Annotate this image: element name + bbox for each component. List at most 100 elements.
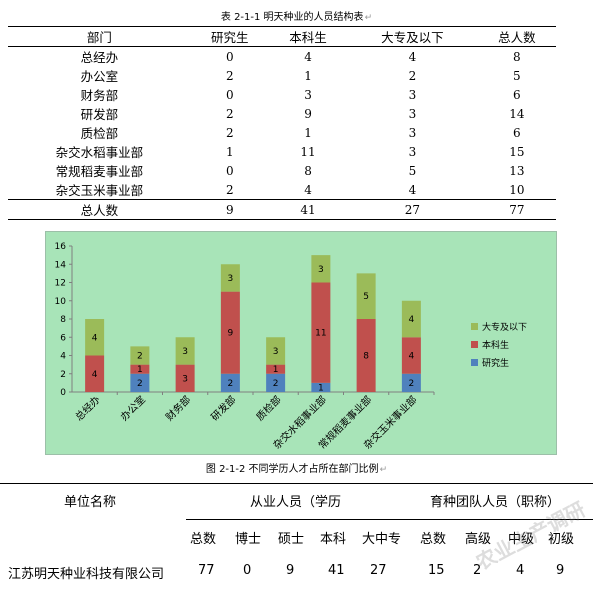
- y-tick-label: 16: [55, 242, 67, 252]
- table-cell: 4: [408, 49, 417, 64]
- table-row: 财务部 0 3 3 6: [8, 85, 556, 104]
- bar-segment: [401, 337, 421, 374]
- table-cell: 5: [408, 163, 417, 178]
- table-total-row: 总人数 9 41 27 77: [8, 199, 556, 220]
- y-tick-label: 12: [55, 279, 66, 289]
- value-cell: 2: [473, 563, 482, 578]
- table-cell: 8: [304, 163, 312, 178]
- table-cell: 4: [304, 182, 312, 197]
- data-label: 3: [273, 347, 279, 357]
- table-cell: 5: [513, 68, 521, 83]
- header-cell: 部门: [8, 26, 191, 47]
- dept-name: 杂交水稻事业部: [55, 145, 144, 160]
- data-label: 2: [273, 379, 279, 389]
- data-label: 4: [409, 315, 415, 325]
- table-cell: 3: [408, 106, 417, 121]
- unit-name-header: 单位名称: [64, 495, 117, 510]
- header-cell: 总人数: [477, 26, 556, 47]
- bar-segment: [401, 373, 421, 392]
- bar-segment: [266, 337, 286, 365]
- bar-segment: [130, 364, 150, 374]
- y-tick-label: 8: [60, 315, 66, 325]
- table-cell: 3: [304, 87, 312, 102]
- data-label: 4: [92, 370, 98, 380]
- bar-segment: [220, 373, 240, 392]
- table-cell: 6: [513, 125, 521, 140]
- y-tick-label: 4: [60, 352, 66, 362]
- sub-header-cell: 博士: [235, 532, 262, 547]
- table-cell: 4: [408, 182, 417, 197]
- table-row: 杂交水稻事业部 1 11 3 15: [8, 142, 556, 161]
- dept-name: 财务部: [80, 88, 119, 103]
- data-label: 3: [182, 374, 188, 384]
- sub-header-cell: 总数: [420, 532, 447, 547]
- dept-name: 办公室: [80, 69, 119, 84]
- table-cell: 2: [225, 106, 234, 121]
- data-label: 2: [137, 352, 143, 362]
- bar-segment: [311, 382, 331, 392]
- table-row: 研发部 2 9 3 14: [8, 104, 556, 123]
- bar-segment: [220, 291, 240, 374]
- legend-swatch: [471, 323, 478, 330]
- legend-item: 本科生: [471, 338, 509, 351]
- dept-name: 研发部: [80, 107, 119, 122]
- table-cell: 4: [304, 49, 312, 64]
- value-cell: 41: [328, 563, 345, 578]
- table-cell: 0: [225, 87, 234, 102]
- table-row: 常规稻麦事业部 0 8 5 13: [8, 161, 556, 180]
- data-label: 1: [273, 365, 279, 375]
- x-category-label: 办公室: [118, 393, 148, 423]
- bar-segment: [175, 337, 195, 365]
- data-label: 4: [92, 333, 98, 343]
- bar-segment: [311, 282, 331, 383]
- table-cell: 11: [300, 144, 316, 159]
- table-cell: 0: [225, 49, 234, 64]
- table-cell: 27: [347, 199, 478, 220]
- dept-name: 质检部: [80, 126, 119, 141]
- data-label: 2: [228, 379, 234, 389]
- table-cell: 6: [513, 87, 521, 102]
- table-cell: 9: [304, 106, 312, 121]
- data-label: 8: [363, 352, 369, 362]
- bar-segment: [266, 364, 286, 374]
- table-cell: 2: [225, 68, 234, 83]
- value-cell: 15: [428, 563, 445, 578]
- group-header-titles: 育种团队人员（职称）: [430, 495, 561, 510]
- dept-name: 杂交玉米事业部: [55, 183, 144, 198]
- data-label: 3: [182, 347, 188, 357]
- bar-segment: [266, 373, 286, 392]
- value-cell: 4: [516, 563, 525, 578]
- value-cell: 9: [556, 563, 565, 578]
- table-row: 总经办 0 4 4 8: [8, 47, 556, 67]
- value-cell: 9: [286, 563, 295, 578]
- data-label: 3: [318, 265, 324, 275]
- table-cell: 13: [509, 163, 525, 178]
- sub-header-cell: 总数: [190, 532, 217, 547]
- y-tick-label: 14: [55, 260, 67, 270]
- value-cell: 77: [198, 563, 215, 578]
- legend-swatch: [471, 359, 478, 366]
- bar-segment: [220, 264, 240, 292]
- table-cell: 77: [477, 199, 556, 220]
- data-label: 2: [137, 379, 143, 389]
- table-cell: 1: [304, 125, 312, 140]
- bar-segment: [130, 346, 150, 365]
- table-cell: 8: [513, 49, 521, 64]
- bar-segment: [356, 319, 376, 392]
- bar-segment: [85, 355, 105, 392]
- data-label: 3: [228, 274, 234, 284]
- x-category-label: 质检部: [253, 393, 283, 423]
- x-category-label: 财务部: [163, 393, 193, 423]
- value-cell: 27: [370, 563, 387, 578]
- sub-header-cell: 初级: [548, 532, 575, 547]
- sub-header-cell: 本科: [320, 532, 347, 547]
- legend-item: 大专及以下: [471, 320, 527, 333]
- table-cell: 14: [509, 106, 525, 121]
- data-label: 1: [137, 365, 143, 375]
- sub-header-cell: 硕士: [278, 532, 305, 547]
- x-category-label: 总经办: [72, 393, 102, 423]
- personnel-structure-table: 部门 研究生 本科生 大专及以下 总人数 总经办 0 4 4 8 办公室 2 1 2 5 财务部 0 3…: [8, 26, 556, 220]
- bar-segment: [85, 319, 105, 356]
- bar-segment: [356, 273, 376, 319]
- header-cell: 大专及以下: [347, 26, 478, 47]
